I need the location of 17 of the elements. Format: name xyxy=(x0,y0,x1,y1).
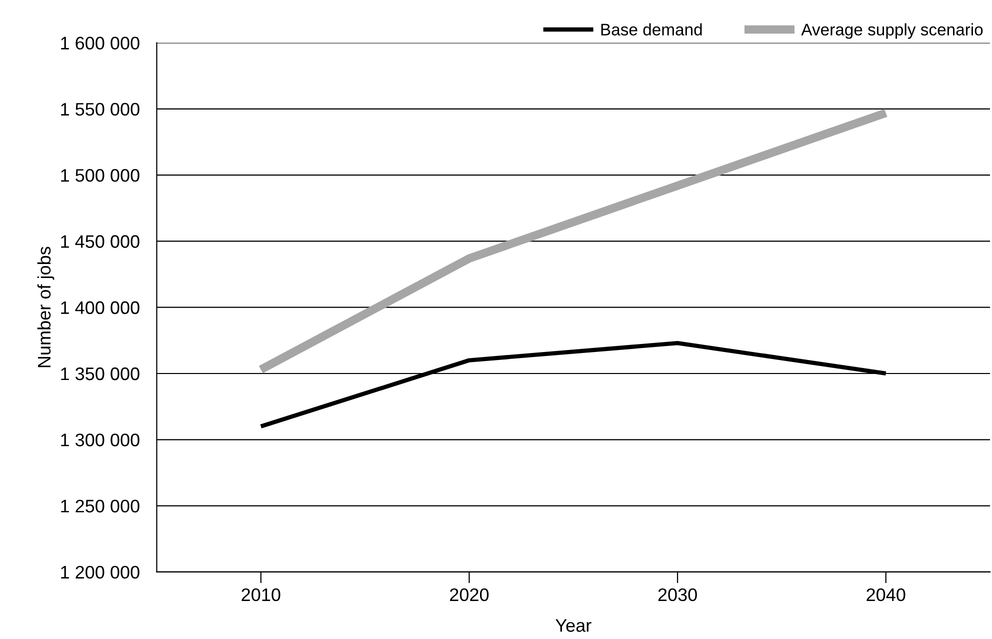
x-tick-label: 2010 xyxy=(242,588,280,602)
legend-label: Average supply scenario xyxy=(801,23,983,39)
y-tick-label: 1 250 000 xyxy=(61,500,140,512)
y-tick-label: 1 300 000 xyxy=(61,434,140,446)
y-tick-label: 1 200 000 xyxy=(61,566,140,579)
x-tick-label: 2040 xyxy=(866,588,906,602)
y-tick-label: 1 550 000 xyxy=(61,102,140,116)
y-tick-label: 1 450 000 xyxy=(61,235,140,248)
x-axis-title: Year xyxy=(556,619,592,632)
x-tick-label: 2030 xyxy=(658,588,697,602)
y-tick-label: 1 400 000 xyxy=(61,301,140,314)
legend-label: Base demand xyxy=(601,23,702,36)
y-tick-label: 1 600 000 xyxy=(61,36,140,50)
x-tick-label: 2020 xyxy=(450,588,489,602)
y-axis-title: Number of jobs xyxy=(37,246,54,368)
y-tick-label: 1 500 000 xyxy=(61,169,140,182)
y-tick-label: 1 350 000 xyxy=(61,367,140,380)
